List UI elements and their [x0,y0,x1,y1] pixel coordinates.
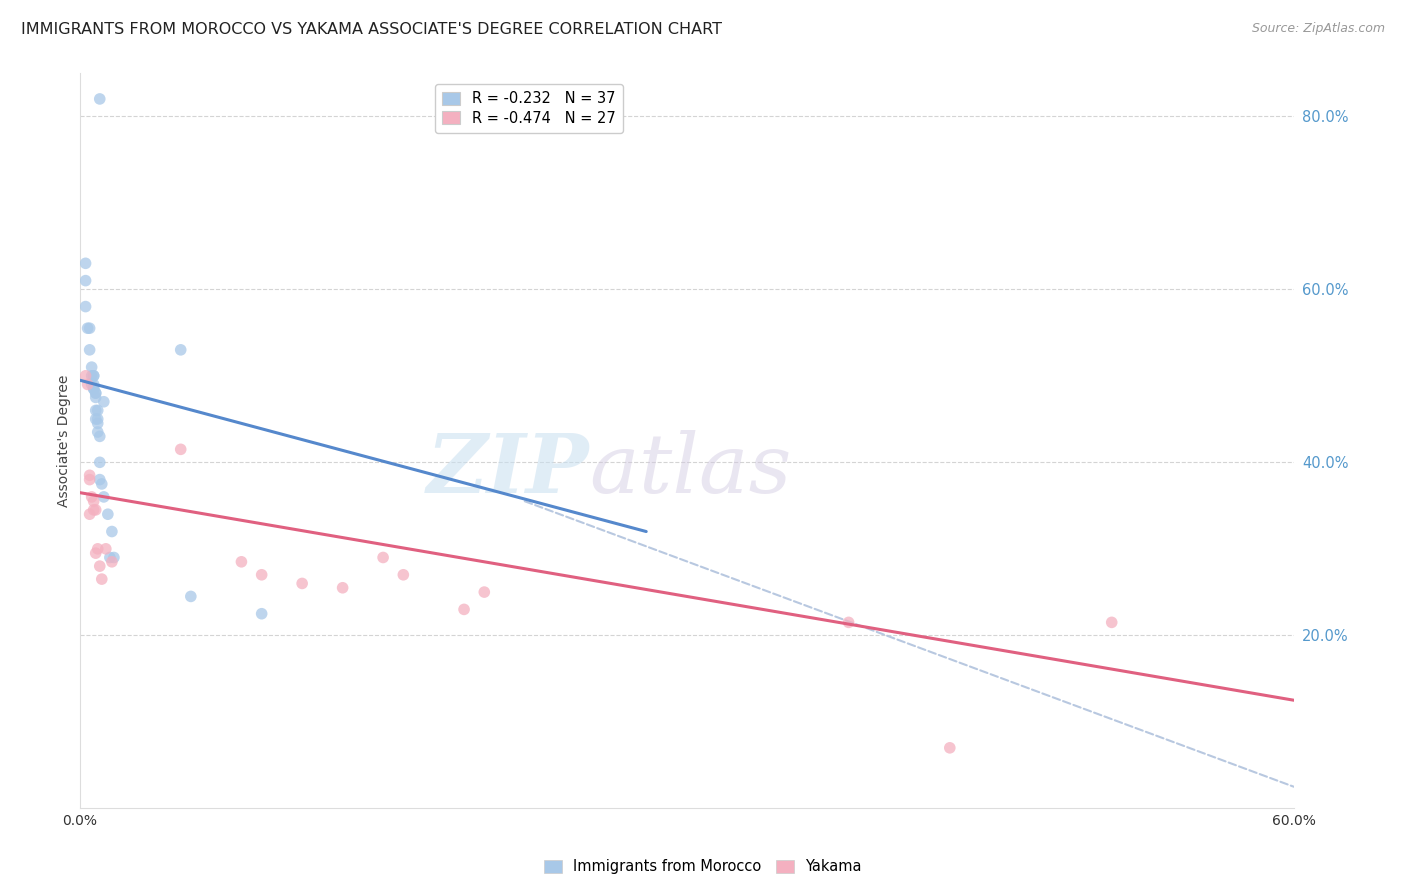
Point [170,442,193,457]
Point [250,567,273,582]
Point [87,541,110,556]
Point [83,368,105,383]
Point [231,555,253,569]
Point [89,429,111,443]
Point [939,740,962,755]
Point [89,455,111,469]
Point [79,507,101,521]
Point [89,92,111,106]
Point [84,386,107,401]
Point [75,368,97,383]
Point [250,607,273,621]
Point [453,602,475,616]
Point [89,559,111,574]
Point [291,576,314,591]
Point [1101,615,1123,630]
Point [90,477,112,491]
Y-axis label: Associate's Degree: Associate's Degree [58,375,72,507]
Point [84,412,107,426]
Point [83,377,105,392]
Legend: R = -0.232   N = 37, R = -0.474   N = 27: R = -0.232 N = 37, R = -0.474 N = 27 [434,84,623,133]
Point [75,274,97,288]
Point [103,550,125,565]
Point [75,300,97,314]
Point [79,321,101,335]
Point [93,394,115,409]
Point [83,503,105,517]
Point [97,507,120,521]
Text: IMMIGRANTS FROM MOROCCO VS YAKAMA ASSOCIATE'S DEGREE CORRELATION CHART: IMMIGRANTS FROM MOROCCO VS YAKAMA ASSOCI… [21,22,723,37]
Text: ZIP: ZIP [427,430,589,510]
Point [472,585,495,599]
Point [83,382,105,396]
Point [87,403,110,417]
Point [98,550,121,565]
Point [392,567,415,582]
Point [101,555,124,569]
Point [90,572,112,586]
Point [87,417,110,431]
Point [84,546,107,560]
Point [332,581,354,595]
Point [101,524,124,539]
Point [84,403,107,417]
Text: atlas: atlas [589,430,792,510]
Point [80,360,103,375]
Point [75,256,97,270]
Point [80,490,103,504]
Text: Source: ZipAtlas.com: Source: ZipAtlas.com [1251,22,1385,36]
Point [80,368,103,383]
Point [83,368,105,383]
Point [838,615,860,630]
Point [80,377,103,392]
Point [93,490,115,504]
Legend: Immigrants from Morocco, Yakama: Immigrants from Morocco, Yakama [538,854,868,880]
Point [79,468,101,483]
Point [371,550,394,565]
Point [87,412,110,426]
Point [170,343,193,357]
Point [79,343,101,357]
Point [79,473,101,487]
Point [84,503,107,517]
Point [87,425,110,439]
Point [89,473,111,487]
Point [84,391,107,405]
Point [180,590,202,604]
Point [76,377,98,392]
Point [83,382,105,396]
Point [84,386,107,401]
Point [76,321,98,335]
Point [83,494,105,508]
Point [94,541,117,556]
